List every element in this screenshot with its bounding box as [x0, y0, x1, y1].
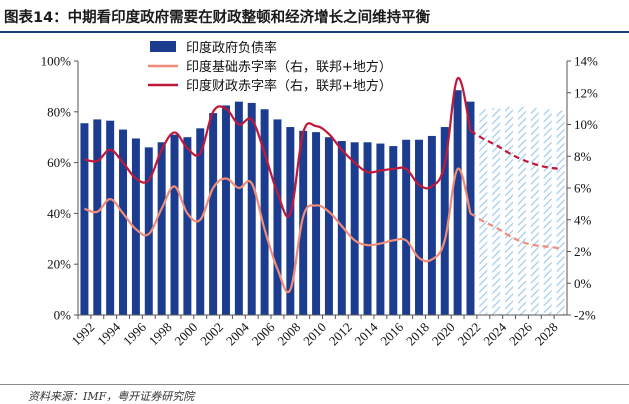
x-tick-label: 2028 — [532, 319, 561, 348]
bar — [170, 134, 179, 315]
legend-swatch-bar — [150, 41, 176, 52]
y-right-tick-label: 8% — [574, 149, 592, 164]
y-right-tick-label: 12% — [574, 85, 598, 100]
forecast-bar — [543, 109, 552, 315]
x-tick-label: 2022 — [455, 319, 484, 348]
bar — [196, 128, 205, 315]
bar — [312, 132, 321, 315]
x-tick-label: 2024 — [480, 319, 509, 348]
bar — [144, 147, 153, 315]
bar — [222, 105, 230, 315]
legend-label: 印度政府负债率 — [186, 40, 277, 56]
y-right-tick-label: 10% — [574, 117, 598, 132]
line-series — [84, 77, 561, 293]
bar — [93, 119, 102, 315]
bar — [363, 142, 372, 315]
x-tick-label: 2016 — [377, 319, 406, 348]
title-rule — [0, 31, 629, 33]
bar — [286, 127, 295, 315]
footer-rule — [0, 384, 629, 385]
y-left-tick-label: 100% — [41, 54, 72, 69]
line-fiscal-deficit — [84, 77, 472, 218]
bar — [119, 129, 128, 315]
y-left-tick-label: 0% — [54, 308, 72, 323]
bar — [350, 142, 359, 315]
y-right-tick-label: 0% — [574, 276, 592, 291]
bar — [389, 146, 398, 315]
forecast-bar — [517, 106, 526, 315]
x-tick-label: 1996 — [120, 319, 149, 348]
x-tick-label: 1994 — [94, 319, 123, 348]
x-tick-label: 2006 — [249, 319, 278, 348]
line-primary-deficit-forecast — [469, 212, 561, 250]
bar — [209, 113, 218, 315]
y-right-tick-label: -2% — [574, 308, 596, 323]
y-left-tick-label: 40% — [47, 206, 71, 221]
x-tick-label: 2018 — [403, 319, 432, 348]
bar — [183, 137, 192, 315]
x-tick-label: 1998 — [146, 319, 175, 348]
forecast-bar — [492, 107, 501, 316]
line-primary-deficit — [84, 167, 472, 293]
y-left-tick-label: 80% — [47, 104, 71, 119]
y-right-tick-label: 2% — [574, 244, 592, 259]
bar — [402, 139, 411, 315]
bar — [453, 90, 462, 316]
forecast-bar — [556, 110, 565, 315]
figure-title: 图表14：中期看印度政府需要在财政整顿和经济增长之间维持平衡 — [4, 10, 431, 26]
x-tick-label: 2010 — [300, 319, 329, 348]
bar — [247, 102, 256, 315]
bar — [324, 137, 333, 315]
x-tick-label: 2026 — [506, 319, 535, 348]
x-tick-label: 2014 — [352, 319, 381, 348]
x-tick-label: 2004 — [223, 319, 252, 348]
bar — [337, 141, 346, 315]
x-tick-label: 2012 — [326, 319, 355, 348]
bar — [299, 130, 308, 315]
bar — [131, 138, 140, 315]
y-right-tick-label: 4% — [574, 212, 592, 227]
bar-series — [80, 90, 565, 316]
y-right-tick-label: 6% — [574, 181, 592, 196]
forecast-bar — [479, 109, 488, 315]
bar — [234, 101, 243, 315]
source-note: 资料来源：IMF，粤开证券研究院 — [28, 390, 195, 403]
y-left-tick-label: 60% — [47, 155, 71, 170]
x-tick-label: 2008 — [274, 319, 303, 348]
bar — [466, 101, 475, 315]
bar — [80, 123, 89, 315]
y-right-tick-label: 14% — [574, 54, 598, 69]
bar — [260, 109, 269, 315]
bar — [157, 142, 166, 315]
bar — [106, 120, 115, 315]
line-fiscal-deficit-forecast — [469, 129, 561, 171]
x-tick-label: 2000 — [171, 319, 200, 348]
bar — [440, 127, 449, 315]
bar — [376, 143, 385, 315]
forecast-bar — [530, 107, 539, 316]
x-tick-label: 2020 — [429, 319, 458, 348]
x-tick-label: 2002 — [197, 319, 226, 348]
bar — [273, 119, 282, 315]
forecast-bar — [505, 106, 514, 315]
x-tick-label: 1992 — [68, 319, 97, 348]
y-left-tick-label: 20% — [47, 257, 71, 272]
bar — [427, 135, 436, 315]
legend-label: 印度财政赤字率（右，联邦+地方） — [186, 78, 392, 94]
bar — [415, 139, 423, 315]
legend-label: 印度基础赤字率（右，联邦+地方） — [186, 59, 392, 75]
